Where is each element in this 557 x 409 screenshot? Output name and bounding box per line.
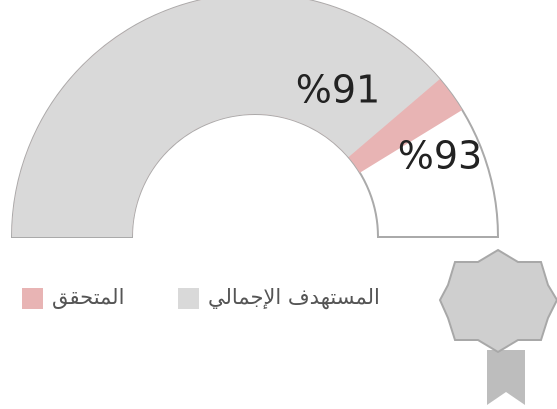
value-label: %91 xyxy=(296,68,380,112)
legend-label: المتحقق xyxy=(52,285,124,309)
legend-label: المستهدف الإجمالي xyxy=(208,285,380,309)
legend-swatch xyxy=(22,288,43,309)
badge xyxy=(438,248,557,405)
legend-swatch xyxy=(178,288,199,309)
gauge-arc xyxy=(12,0,440,237)
value-label: %93 xyxy=(398,134,482,178)
